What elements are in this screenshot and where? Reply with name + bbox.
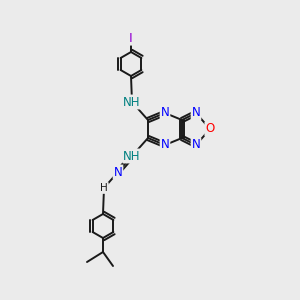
Text: O: O [206, 122, 214, 136]
Text: NH: NH [123, 149, 141, 163]
Text: N: N [114, 166, 122, 178]
Text: I: I [129, 32, 133, 44]
Text: NH: NH [123, 95, 141, 109]
Text: N: N [192, 106, 200, 119]
Text: N: N [192, 139, 200, 152]
Text: N: N [160, 139, 169, 152]
Text: H: H [100, 183, 108, 193]
Text: N: N [160, 106, 169, 119]
